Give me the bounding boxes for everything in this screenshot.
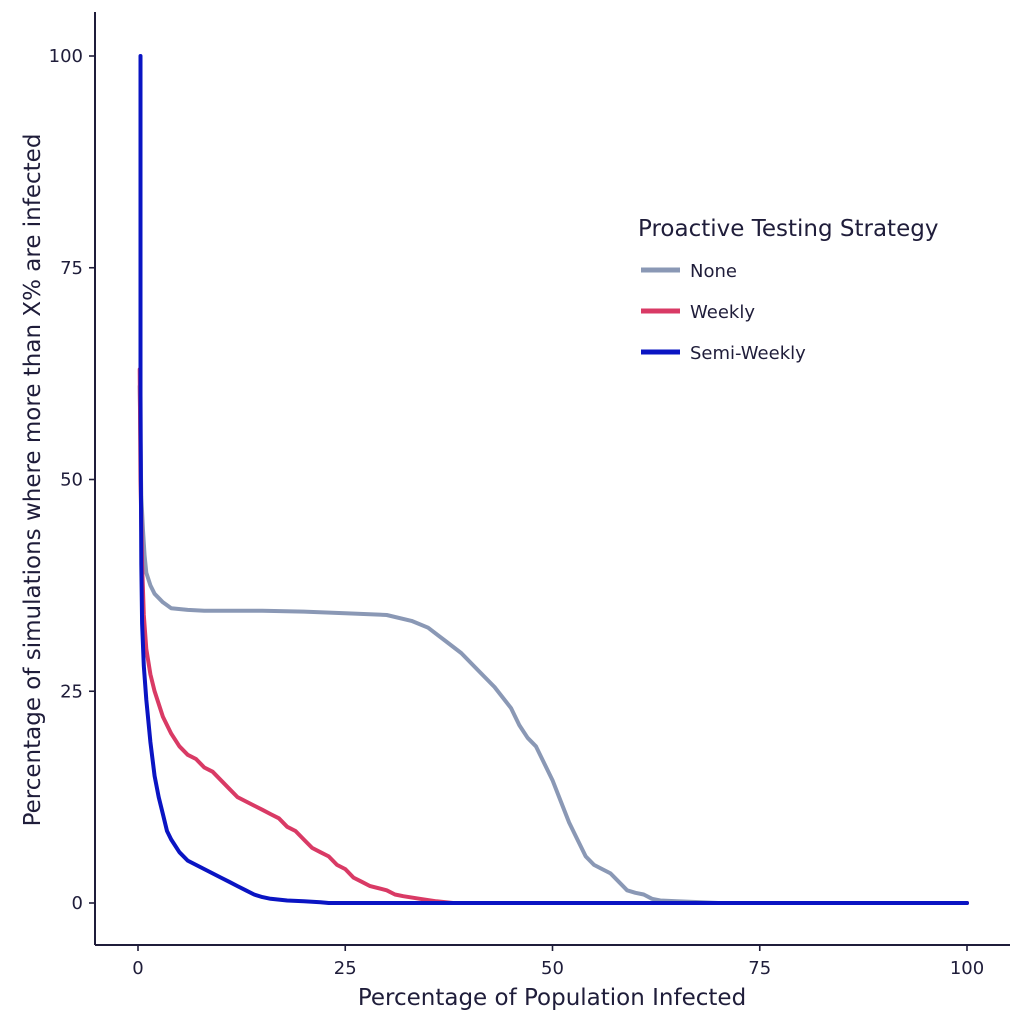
y-tick-label: 25	[60, 681, 83, 702]
legend-items: None Weekly Semi-Weekly	[641, 261, 806, 364]
y-axis-title: Percentage of simulations where more tha…	[20, 134, 46, 827]
legend-label-none: None	[690, 261, 737, 282]
series-line-semi-weekly	[138, 54, 969, 905]
y-axis-ticks: 0 25 50 75 100	[49, 46, 95, 914]
y-tick-label: 0	[72, 893, 83, 914]
series-line-none	[137, 384, 969, 905]
series-layer	[137, 54, 969, 905]
series-line-weekly	[137, 367, 969, 905]
x-tick-label: 0	[132, 958, 143, 979]
y-tick-label: 100	[49, 46, 83, 67]
x-tick-label: 50	[541, 958, 564, 979]
x-tick-label: 100	[950, 958, 984, 979]
x-tick-label: 25	[334, 958, 357, 979]
legend-label-weekly: Weekly	[690, 302, 755, 323]
y-tick-label: 75	[60, 258, 83, 279]
y-tick-label: 50	[60, 470, 83, 491]
legend-label-semi-weekly: Semi-Weekly	[690, 343, 806, 364]
legend-title: Proactive Testing Strategy	[638, 216, 938, 242]
legend: Proactive Testing Strategy None Weekly Sem…	[638, 216, 938, 364]
x-axis-title: Percentage of Population Infected	[358, 985, 746, 1011]
x-tick-label: 75	[748, 958, 771, 979]
x-axis-ticks: 0 25 50 75 100	[132, 945, 984, 979]
